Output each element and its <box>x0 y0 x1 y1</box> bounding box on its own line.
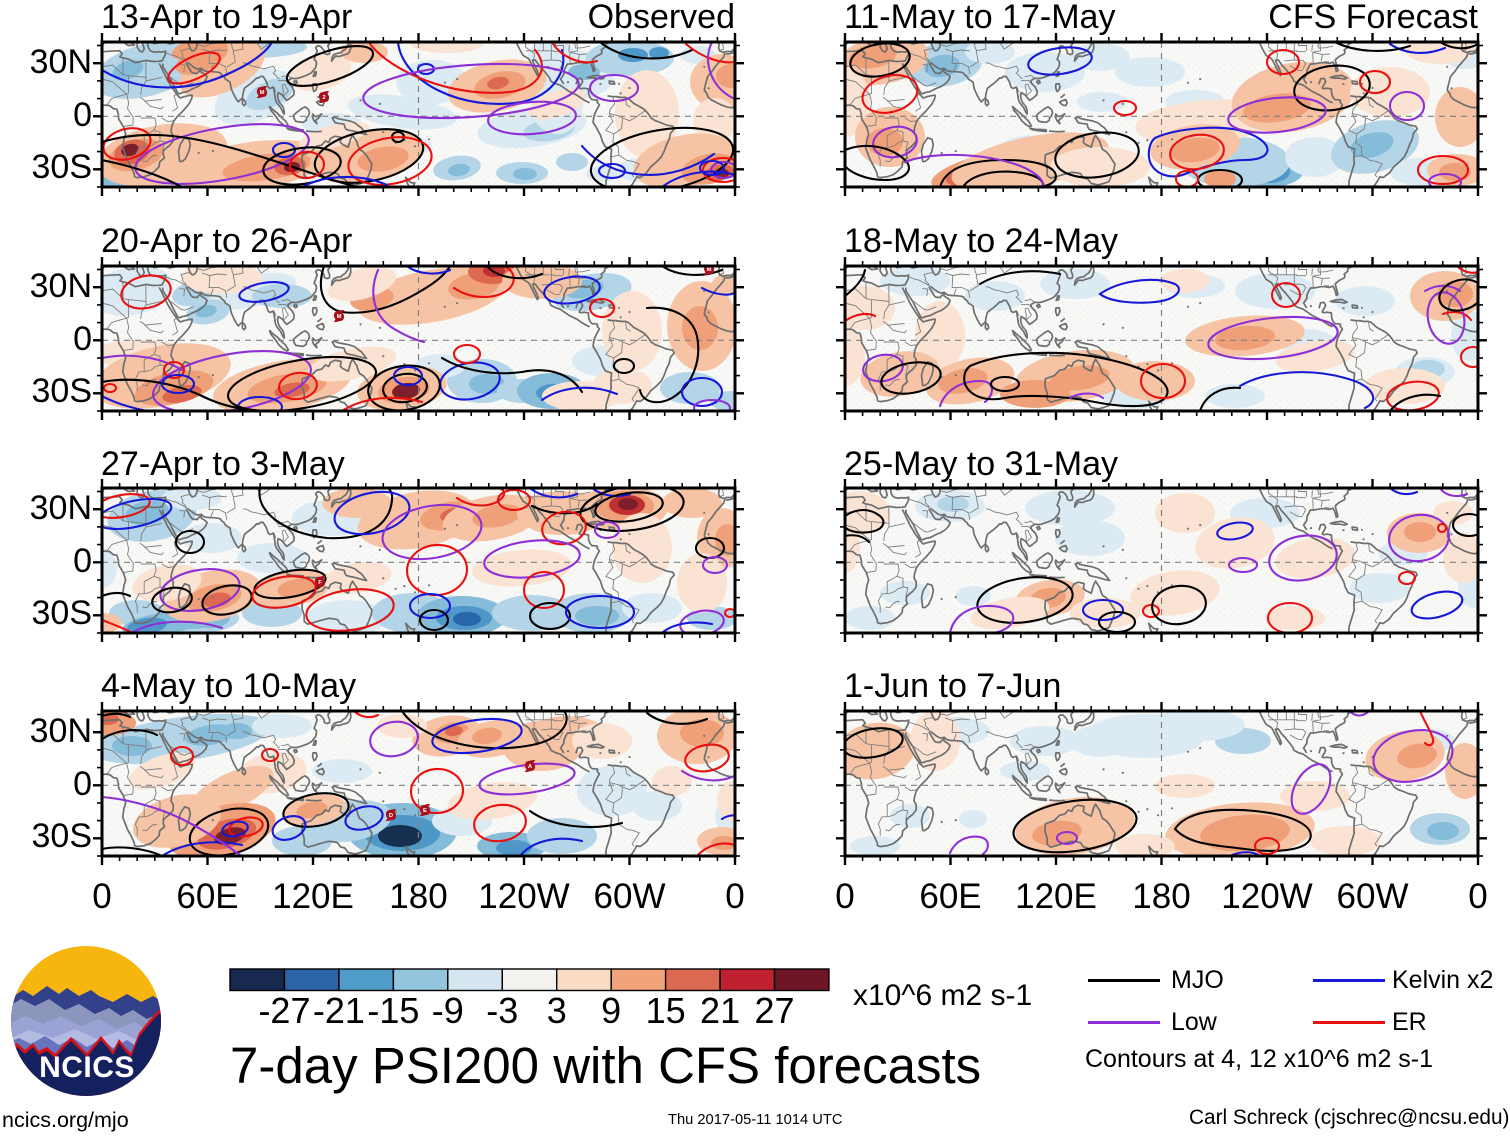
svg-text:M: M <box>260 90 265 96</box>
svg-text:NCICS: NCICS <box>39 1051 135 1084</box>
svg-text:A: A <box>528 764 533 770</box>
svg-text:D: D <box>389 813 393 819</box>
svg-text:M: M <box>707 267 712 273</box>
svg-text:2: 2 <box>322 95 326 101</box>
svg-text:E: E <box>423 808 427 814</box>
svg-text:F: F <box>318 580 322 586</box>
svg-text:M: M <box>337 314 342 320</box>
